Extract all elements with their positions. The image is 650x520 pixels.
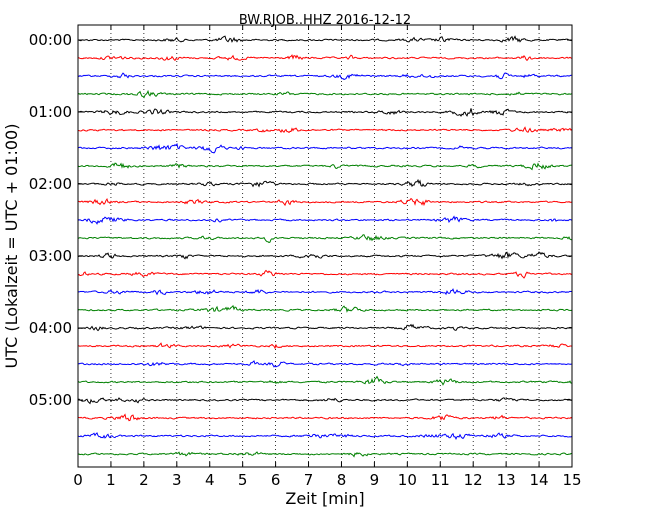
trace-11	[77, 215, 573, 225]
trace-13	[77, 251, 573, 260]
y-axis-ticks: 00:00 01:00 02:00 03:00 04:00 05:00	[29, 31, 572, 409]
y-tick-label-2: 02:00	[29, 175, 72, 193]
trace-16	[77, 304, 573, 313]
trace-23	[77, 432, 573, 441]
x-tick-label-10: 10	[398, 471, 417, 489]
trace-4	[77, 89, 573, 99]
x-tick-label-14: 14	[530, 471, 549, 489]
trace-17	[77, 323, 573, 332]
x-tick-label-9: 9	[370, 471, 380, 489]
x-tick-label-8: 8	[337, 471, 347, 489]
x-tick-label-12: 12	[464, 471, 483, 489]
y-tick-label-1: 01:00	[29, 103, 72, 121]
x-tick-label-4: 4	[205, 471, 215, 489]
trace-1	[77, 35, 573, 43]
trace-6	[77, 126, 573, 134]
trace-20	[77, 375, 573, 386]
trace-8	[77, 162, 573, 171]
seismic-traces	[77, 35, 573, 458]
x-tick-label-5: 5	[238, 471, 248, 489]
trace-14	[77, 269, 573, 279]
trace-22	[77, 413, 573, 422]
y-tick-label-4: 04:00	[29, 319, 72, 337]
trace-5	[77, 108, 573, 117]
trace-19	[77, 360, 573, 368]
x-axis-label: Zeit [min]	[285, 489, 364, 508]
trace-7	[77, 142, 573, 154]
x-tick-label-6: 6	[271, 471, 281, 489]
x-tick-label-11: 11	[431, 471, 450, 489]
y-tick-label-3: 03:00	[29, 247, 72, 265]
trace-9	[77, 178, 573, 188]
chart-title: BW.RJOB..HHZ 2016-12-12	[239, 13, 411, 28]
trace-24	[77, 451, 573, 458]
x-tick-label-0: 0	[73, 471, 83, 489]
x-tick-label-7: 7	[304, 471, 314, 489]
x-tick-label-15: 15	[562, 471, 581, 489]
vertical-gridlines	[110, 25, 540, 467]
trace-12	[77, 234, 573, 244]
y-tick-label-5: 05:00	[29, 391, 72, 409]
trace-15	[77, 288, 573, 296]
trace-10	[78, 197, 573, 207]
x-tick-label-2: 2	[139, 471, 149, 489]
trace-21	[77, 397, 573, 405]
x-tick-label-3: 3	[172, 471, 182, 489]
trace-3	[77, 72, 572, 81]
trace-2	[77, 54, 573, 62]
y-axis-label: UTC (Lokalzeit = UTC + 01:00)	[2, 124, 21, 369]
x-axis-ticks: 0 1 2 3 4 5 6 7 8 9 10 11 12 13 14 15	[73, 25, 582, 489]
y-tick-label-0: 00:00	[29, 31, 72, 49]
trace-18	[77, 342, 573, 350]
plot-frame	[77, 24, 573, 468]
x-tick-label-13: 13	[497, 471, 516, 489]
x-tick-label-1: 1	[106, 471, 116, 489]
